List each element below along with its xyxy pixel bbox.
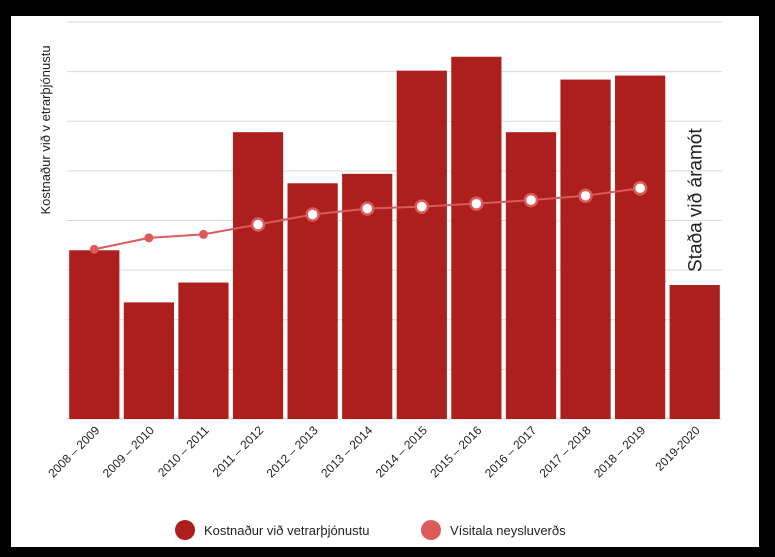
bar bbox=[123, 302, 174, 419]
line-point bbox=[578, 188, 593, 203]
line-point bbox=[414, 199, 430, 214]
legend-swatch-line bbox=[421, 520, 441, 540]
x-tick-label: 2011 – 2012 bbox=[210, 423, 267, 480]
x-tick-label: 2014 – 2015 bbox=[373, 423, 430, 480]
bar bbox=[232, 132, 284, 420]
x-tick-label: 2012 – 2013 bbox=[264, 423, 321, 480]
line-point bbox=[523, 192, 539, 208]
line-point bbox=[89, 244, 99, 254]
gridlines bbox=[67, 21, 722, 420]
bar bbox=[560, 79, 611, 419]
line-point bbox=[305, 207, 320, 222]
bar bbox=[287, 183, 338, 419]
x-tick-label: 2017 – 2018 bbox=[537, 423, 594, 480]
x-tick-label: 2008 – 2009 bbox=[45, 423, 102, 480]
annotation-label: Staða við áramót bbox=[686, 128, 707, 272]
bar-series bbox=[69, 56, 720, 420]
bar bbox=[451, 56, 502, 420]
x-tick-label: 2018 – 2019 bbox=[591, 423, 648, 480]
legend[interactable]: Kostnaður við vetrarþjónustu Vísitala ne… bbox=[175, 520, 566, 540]
line-point bbox=[469, 196, 484, 211]
x-tick-label: 2016 – 2017 bbox=[482, 423, 539, 480]
line-point bbox=[632, 180, 648, 196]
bar bbox=[178, 282, 229, 419]
x-tick-label: 2009 – 2010 bbox=[100, 423, 157, 480]
x-tick-label: 2015 – 2016 bbox=[427, 423, 484, 480]
line-point bbox=[144, 233, 154, 243]
line-series bbox=[89, 180, 648, 254]
x-tick-label: 2013 – 2014 bbox=[318, 423, 375, 480]
bar bbox=[396, 70, 447, 419]
bar bbox=[669, 285, 720, 419]
bar bbox=[505, 132, 557, 420]
x-tick-label: 2019-2020 bbox=[652, 423, 703, 474]
y-axis-title: Kostnaður við v etrarþjónustu bbox=[38, 45, 53, 214]
x-tick-label: 2010 – 2011 bbox=[155, 423, 212, 480]
line-point bbox=[198, 229, 208, 239]
bar bbox=[615, 75, 666, 419]
line-point bbox=[359, 201, 375, 216]
legend-swatch-bars bbox=[175, 520, 195, 540]
legend-label-line: Vísitala neysluverðs bbox=[450, 523, 566, 538]
bar bbox=[69, 250, 120, 419]
top-strip bbox=[0, 0, 775, 14]
legend-label-bars: Kostnaður við vetrarþjónustu bbox=[204, 523, 369, 538]
line-point bbox=[250, 217, 266, 232]
